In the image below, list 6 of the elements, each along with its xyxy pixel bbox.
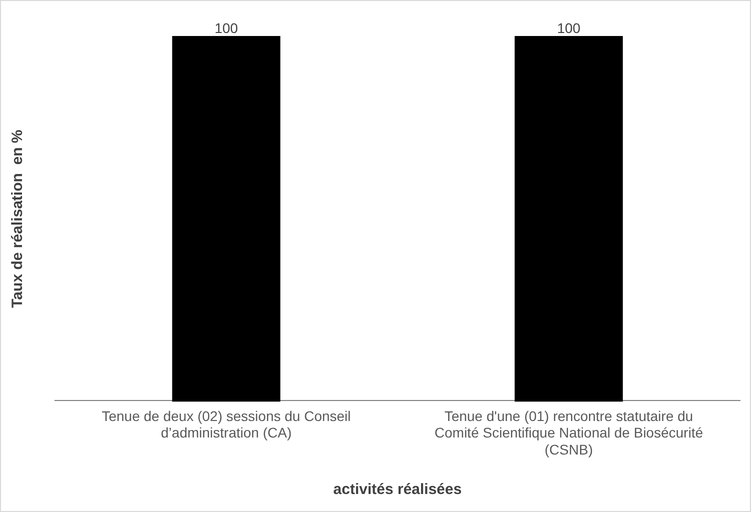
- y-axis-title: Taux de réalisation en %: [9, 130, 26, 308]
- data-label: 100: [214, 20, 238, 36]
- x-axis-title: activités réalisées: [333, 481, 462, 498]
- x-tick-label: Tenue d'une (01) rencontre statutaire du Comité Scientifique National de Biosécurité (CSNB): [434, 408, 704, 458]
- x-tick-label: Tenue de deux (02) sessions du Conseil d’administration (CA): [102, 408, 351, 441]
- data-label: 100: [557, 20, 581, 36]
